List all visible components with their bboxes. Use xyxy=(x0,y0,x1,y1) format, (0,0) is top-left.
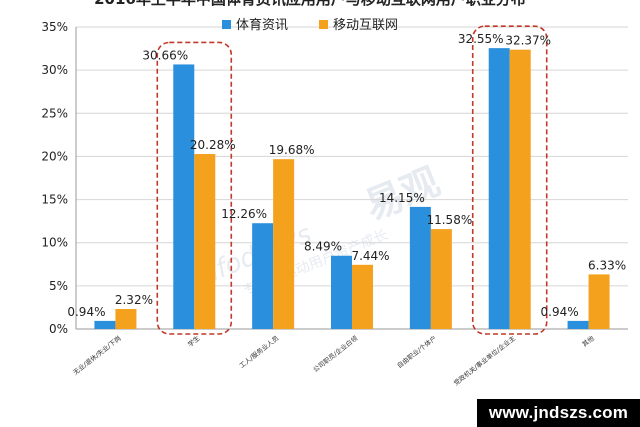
chart-title: 2016年上半年中国体育资讯应用用户与移动互联网用户职业分布 xyxy=(94,0,526,8)
y-tick-label: 5% xyxy=(49,279,68,293)
data-label-series-1: 30.66% xyxy=(142,48,188,62)
data-label-series-2: 2.32% xyxy=(115,293,153,307)
bars xyxy=(94,48,610,329)
x-category-label: 党政机关/事业单位/企业主 xyxy=(452,333,518,387)
data-label-series-2: 20.28% xyxy=(190,138,236,152)
x-category-label: 无业/退休/失业/下岗 xyxy=(71,333,123,376)
bar-series-1 xyxy=(94,320,116,329)
data-label-series-1: 12.26% xyxy=(221,207,267,221)
y-axis-tick-labels: 0% 5% 10% 15% 20% 25% 30% 35% xyxy=(41,20,68,336)
legend-swatch-series-1 xyxy=(222,20,231,29)
bar-series-2 xyxy=(588,274,610,329)
data-label-series-2: 19.68% xyxy=(269,143,315,157)
x-category-label: 自由职业/个体户 xyxy=(395,333,438,369)
highlight-boxes xyxy=(156,25,548,335)
bar-series-2 xyxy=(194,154,216,329)
data-labels: 0.94% 2.32% 30.66% 20.28% 12.26% 19.68% 8.49% 7… xyxy=(67,32,626,319)
legend: 体育资讯 移动互联网 xyxy=(222,17,398,33)
bar-series-1 xyxy=(488,48,510,329)
bar-series-1 xyxy=(173,64,195,329)
data-label-series-1: 14.15% xyxy=(379,191,425,205)
y-tick-label: 10% xyxy=(41,236,68,250)
bar-series-1 xyxy=(409,206,431,329)
data-label-series-2: 6.33% xyxy=(588,258,626,272)
data-label-series-1: 0.94% xyxy=(67,305,105,319)
data-label-series-1: 32.55% xyxy=(458,32,504,46)
bar-series-2 xyxy=(430,229,452,329)
x-category-label: 工人/服务业人员 xyxy=(237,333,281,370)
y-tick-label: 30% xyxy=(41,63,68,77)
bar-series-1 xyxy=(331,255,352,329)
bar-series-1 xyxy=(567,320,589,329)
x-category-label: 其他 xyxy=(580,333,596,348)
data-label-series-1: 0.94% xyxy=(541,305,579,319)
y-tick-label: 20% xyxy=(41,149,68,163)
data-label-series-2: 7.44% xyxy=(351,249,389,263)
x-axis-category-labels: 无业/退休/失业/下岗 学生 工人/服务业人员 公司职员/企业白领 自由职业/个体户 党政… xyxy=(71,333,596,387)
bar-series-2 xyxy=(352,264,373,329)
legend-label-series-2: 移动互联网 xyxy=(333,18,398,33)
bar-series-2 xyxy=(273,159,295,329)
bar-series-1 xyxy=(252,223,274,329)
highlight-box xyxy=(156,41,233,335)
legend-swatch-series-2 xyxy=(319,20,328,29)
x-category-label: 学生 xyxy=(186,333,202,348)
bar-series-2 xyxy=(509,49,531,329)
bar-series-2 xyxy=(115,308,137,329)
grid-lines xyxy=(75,26,628,330)
y-tick-label: 25% xyxy=(41,106,68,120)
highlight-box xyxy=(471,25,548,335)
site-watermark-url: www.jndszs.com xyxy=(477,399,640,427)
x-category-label: 公司职员/企业白领 xyxy=(311,333,360,374)
data-label-series-2: 11.58% xyxy=(426,213,472,227)
y-tick-label: 0% xyxy=(49,322,68,336)
y-tick-label: 35% xyxy=(41,20,68,34)
legend-label-series-1: 体育资讯 xyxy=(236,17,288,33)
data-label-series-1: 8.49% xyxy=(304,240,342,254)
data-label-series-2: 32.37% xyxy=(505,34,551,48)
y-tick-label: 15% xyxy=(41,193,68,207)
